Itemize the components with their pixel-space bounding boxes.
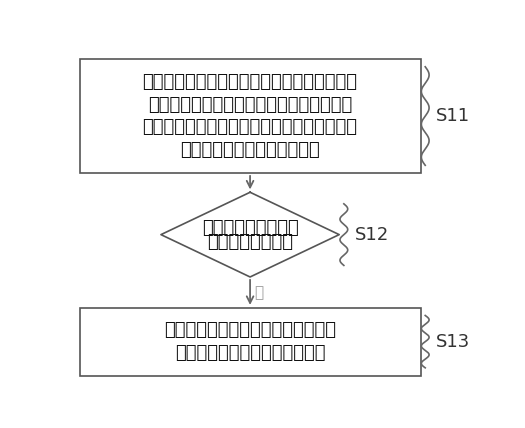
Text: 器输出的控制信号: 器输出的控制信号 bbox=[207, 232, 293, 250]
Text: 个关断器件的启动时间不相同: 个关断器件的启动时间不相同 bbox=[180, 141, 320, 159]
Bar bbox=[80, 308, 421, 375]
Text: 时间大于光伏系统的最大功率点跟踪时间，各: 时间大于光伏系统的最大功率点跟踪时间，各 bbox=[143, 119, 358, 137]
Text: 是否接收到信号发生: 是否接收到信号发生 bbox=[202, 219, 298, 237]
Text: S12: S12 bbox=[355, 226, 389, 244]
Text: 伏组件的输出端的关断器件导通: 伏组件的输出端的关断器件导通 bbox=[175, 344, 326, 362]
Text: 是: 是 bbox=[254, 285, 263, 300]
Text: S11: S11 bbox=[436, 107, 470, 125]
Text: 到达启动时间后控制与自身连接的光: 到达启动时间后控制与自身连接的光 bbox=[164, 321, 336, 339]
Text: 组件的输出端的关断器件的启动时间，启动: 组件的输出端的关断器件的启动时间，启动 bbox=[148, 95, 352, 114]
Bar bbox=[80, 59, 421, 173]
Text: S13: S13 bbox=[436, 333, 470, 351]
Text: 开关控制装置在上电后生成与自身连接的光伏: 开关控制装置在上电后生成与自身连接的光伏 bbox=[143, 73, 358, 91]
